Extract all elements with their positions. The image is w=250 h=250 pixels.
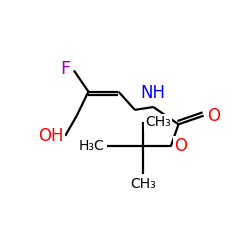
Text: F: F: [60, 60, 70, 78]
Text: CH₃: CH₃: [130, 177, 156, 191]
Text: CH₃: CH₃: [146, 116, 171, 130]
Text: NH: NH: [141, 84, 166, 102]
Text: O: O: [174, 138, 187, 156]
Text: H₃C: H₃C: [78, 140, 104, 153]
Text: OH: OH: [38, 127, 63, 145]
Text: O: O: [208, 107, 220, 125]
